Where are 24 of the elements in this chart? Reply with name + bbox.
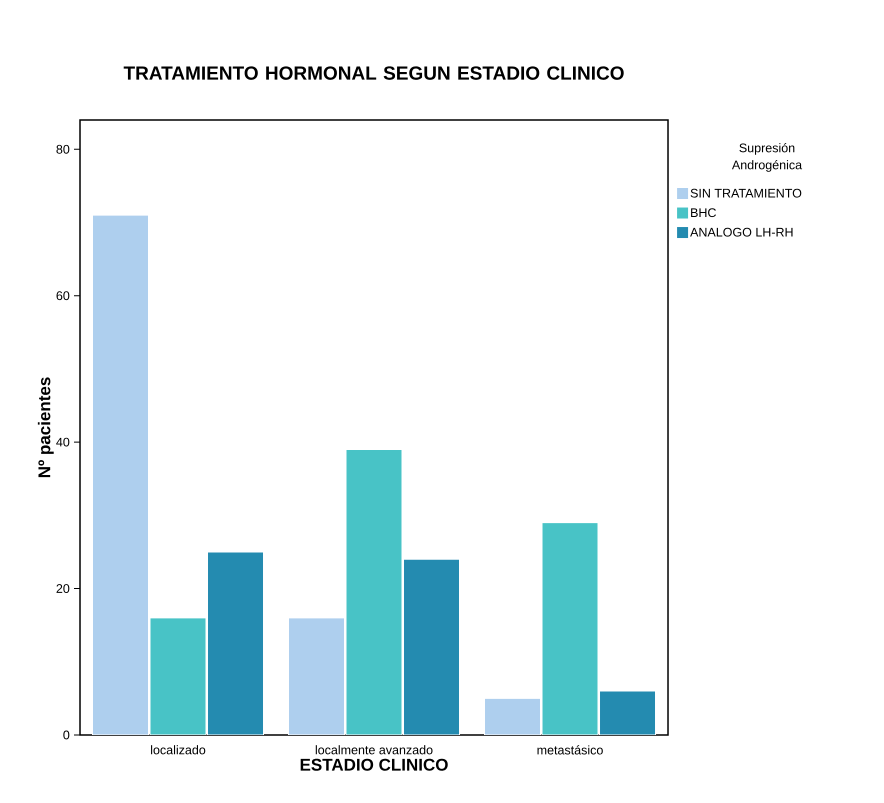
legend-title: Supresión Androgénica (732, 142, 802, 172)
legend-label: SIN TRATAMIENTO (690, 188, 802, 198)
bar (92, 215, 149, 735)
bar (208, 552, 264, 735)
chart-title: TRATAMIENTO HORMONAL SEGUN ESTADIO CLINICO (124, 66, 624, 80)
bar (346, 449, 402, 735)
y-tick-label: 0 (63, 730, 70, 740)
bar (599, 690, 656, 735)
x-tick-label: localmente avanzado (316, 745, 433, 754)
bar (150, 618, 206, 735)
bar (542, 522, 599, 735)
legend-label: BHC (691, 208, 716, 218)
y-axis-title: Nº pacientes (38, 377, 54, 478)
y-tick-label: 80 (56, 144, 70, 154)
bar (288, 618, 345, 735)
y-tick-label: 40 (56, 438, 70, 447)
y-tick-label: 20 (56, 584, 70, 593)
bar (404, 559, 460, 735)
x-tick-label: localizado (151, 745, 206, 754)
x-tick-label: metastásico (537, 745, 603, 755)
x-axis-title: ESTADIO CLINICO (300, 758, 448, 771)
y-tick-label: 60 (56, 291, 70, 300)
bar (484, 698, 542, 735)
legend-label: ANALOGO LH-RH (690, 228, 793, 237)
